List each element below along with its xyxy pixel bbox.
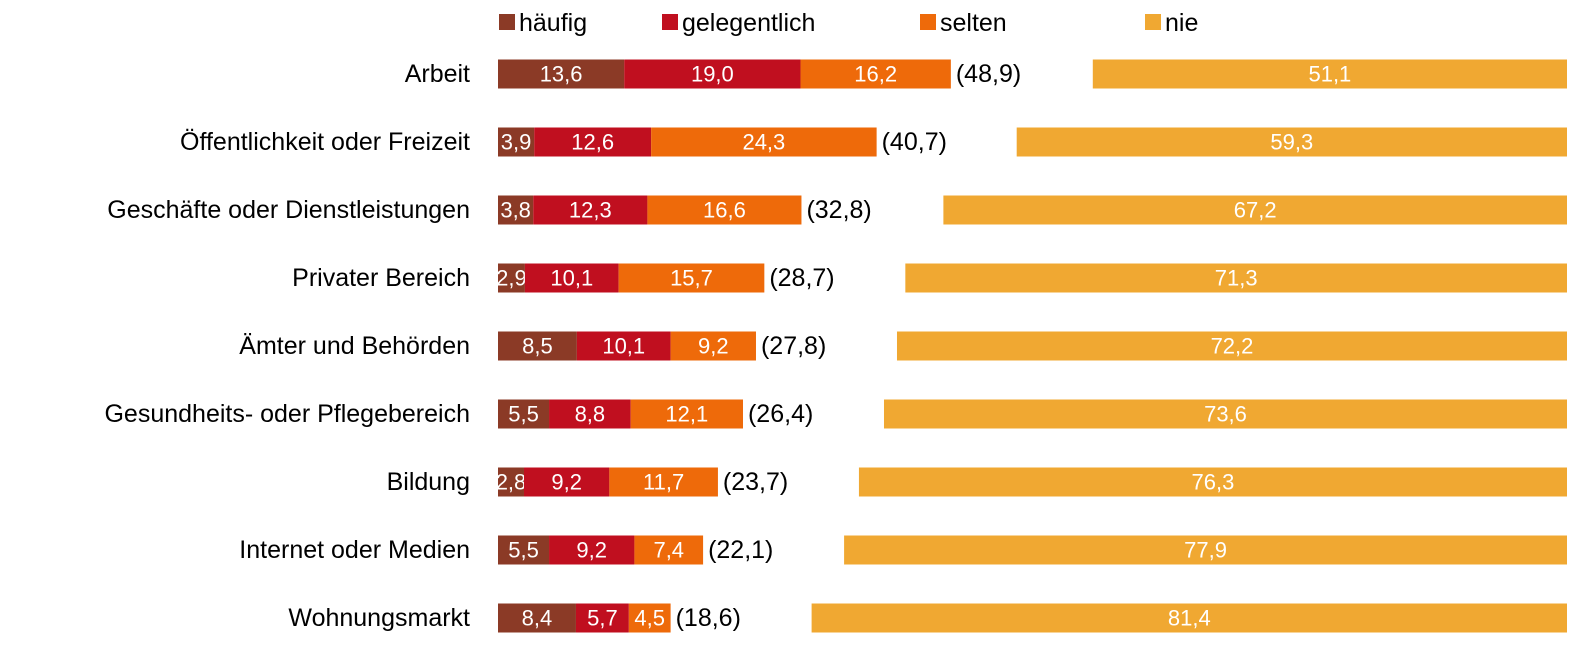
value-label: 67,2: [1234, 198, 1277, 223]
bar-segment: [811, 603, 1567, 633]
legend-label: selten: [940, 9, 1007, 37]
bar-segment: [498, 59, 625, 89]
category-label: Bildung: [387, 468, 470, 496]
bar-segment: [651, 127, 877, 157]
value-label: 10,1: [602, 334, 645, 359]
value-label: 9,2: [698, 334, 729, 359]
legend-label: nie: [1165, 9, 1198, 37]
legend-label: gelegentlich: [682, 9, 815, 37]
category-label: Arbeit: [405, 60, 470, 88]
value-label: 76,3: [1192, 470, 1235, 495]
value-label: 5,7: [587, 606, 618, 631]
value-label: 12,1: [665, 402, 708, 427]
value-label: 12,6: [571, 130, 614, 155]
bar-segment: [670, 331, 756, 361]
value-label: 8,4: [522, 606, 553, 631]
bar-segment: [618, 263, 765, 293]
value-label: 9,2: [576, 538, 607, 563]
value-label: 12,3: [569, 198, 612, 223]
value-label: 8,8: [575, 402, 606, 427]
value-label: 51,1: [1308, 62, 1351, 87]
legend-swatch: [499, 14, 515, 30]
bar-segment: [498, 603, 576, 633]
bar-segment: [575, 603, 629, 633]
bar-segment: [534, 127, 652, 157]
value-label: 2,9: [496, 266, 527, 291]
total-label: (26,4): [748, 400, 813, 428]
bar-segment: [1016, 127, 1567, 157]
value-label: 72,2: [1211, 334, 1254, 359]
value-label: 7,4: [653, 538, 684, 563]
bar-segment: [624, 59, 801, 89]
value-label: 16,6: [703, 198, 746, 223]
total-label: (18,6): [676, 604, 741, 632]
value-label: 10,1: [550, 266, 593, 291]
legend-swatch: [662, 14, 678, 30]
value-label: 15,7: [670, 266, 713, 291]
bar-segment: [1092, 59, 1567, 89]
bar-segment: [498, 535, 550, 565]
value-label: 71,3: [1215, 266, 1258, 291]
total-label: (28,7): [769, 264, 834, 292]
value-label: 2,8: [496, 470, 527, 495]
total-label: (40,7): [882, 128, 947, 156]
category-label: Privater Bereich: [292, 264, 470, 292]
value-label: 3,9: [501, 130, 532, 155]
value-label: 3,8: [500, 198, 531, 223]
value-label: 73,6: [1204, 402, 1247, 427]
total-label: (48,9): [956, 60, 1021, 88]
bar-segment: [609, 467, 718, 497]
bar-segment: [523, 467, 610, 497]
total-label: (23,7): [723, 468, 788, 496]
bar-segment: [628, 603, 671, 633]
bar-segment: [549, 399, 631, 429]
value-label: 59,3: [1270, 130, 1313, 155]
value-label: 13,6: [540, 62, 583, 87]
bar-segment: [634, 535, 704, 565]
category-label: Geschäfte oder Dienstleistungen: [107, 196, 470, 224]
value-label: 24,3: [742, 130, 785, 155]
bar-segment: [549, 535, 635, 565]
bar-segment: [896, 331, 1567, 361]
value-label: 4,5: [634, 606, 665, 631]
value-label: 8,5: [522, 334, 553, 359]
bar-segment: [844, 535, 1567, 565]
legend-swatch: [1145, 14, 1161, 30]
category-label: Öffentlichkeit oder Freizeit: [180, 128, 470, 156]
bar-segment: [630, 399, 743, 429]
total-label: (22,1): [708, 536, 773, 564]
value-label: 19,0: [691, 62, 734, 87]
bar-segment: [524, 263, 619, 293]
legend-label: häufig: [519, 9, 587, 37]
value-label: 9,2: [551, 470, 582, 495]
bar-segment: [498, 399, 550, 429]
value-label: 5,5: [508, 538, 539, 563]
total-label: (27,8): [761, 332, 826, 360]
bar-segment: [533, 195, 648, 225]
value-label: 77,9: [1184, 538, 1227, 563]
category-label: Gesundheits- oder Pflegebereich: [104, 400, 470, 428]
bar-segment: [498, 263, 525, 293]
category-label: Wohnungsmarkt: [288, 604, 470, 632]
bar-segment: [498, 127, 535, 157]
bar-segment: [858, 467, 1567, 497]
bar-segment: [647, 195, 802, 225]
total-label: (32,8): [806, 196, 871, 224]
bar-segment: [883, 399, 1567, 429]
bar-segment: [498, 467, 524, 497]
bar-segment: [498, 195, 534, 225]
bar-segment: [943, 195, 1567, 225]
category-label: Ämter und Behörden: [239, 332, 470, 360]
category-label: Internet oder Medien: [239, 536, 470, 564]
bar-segment: [498, 331, 577, 361]
value-label: 81,4: [1168, 606, 1211, 631]
legend-swatch: [920, 14, 936, 30]
bar-segment: [905, 263, 1567, 293]
bar-segment: [800, 59, 951, 89]
value-label: 16,2: [854, 62, 897, 87]
bar-segment: [576, 331, 671, 361]
value-label: 11,7: [643, 470, 684, 495]
value-label: 5,5: [508, 402, 539, 427]
